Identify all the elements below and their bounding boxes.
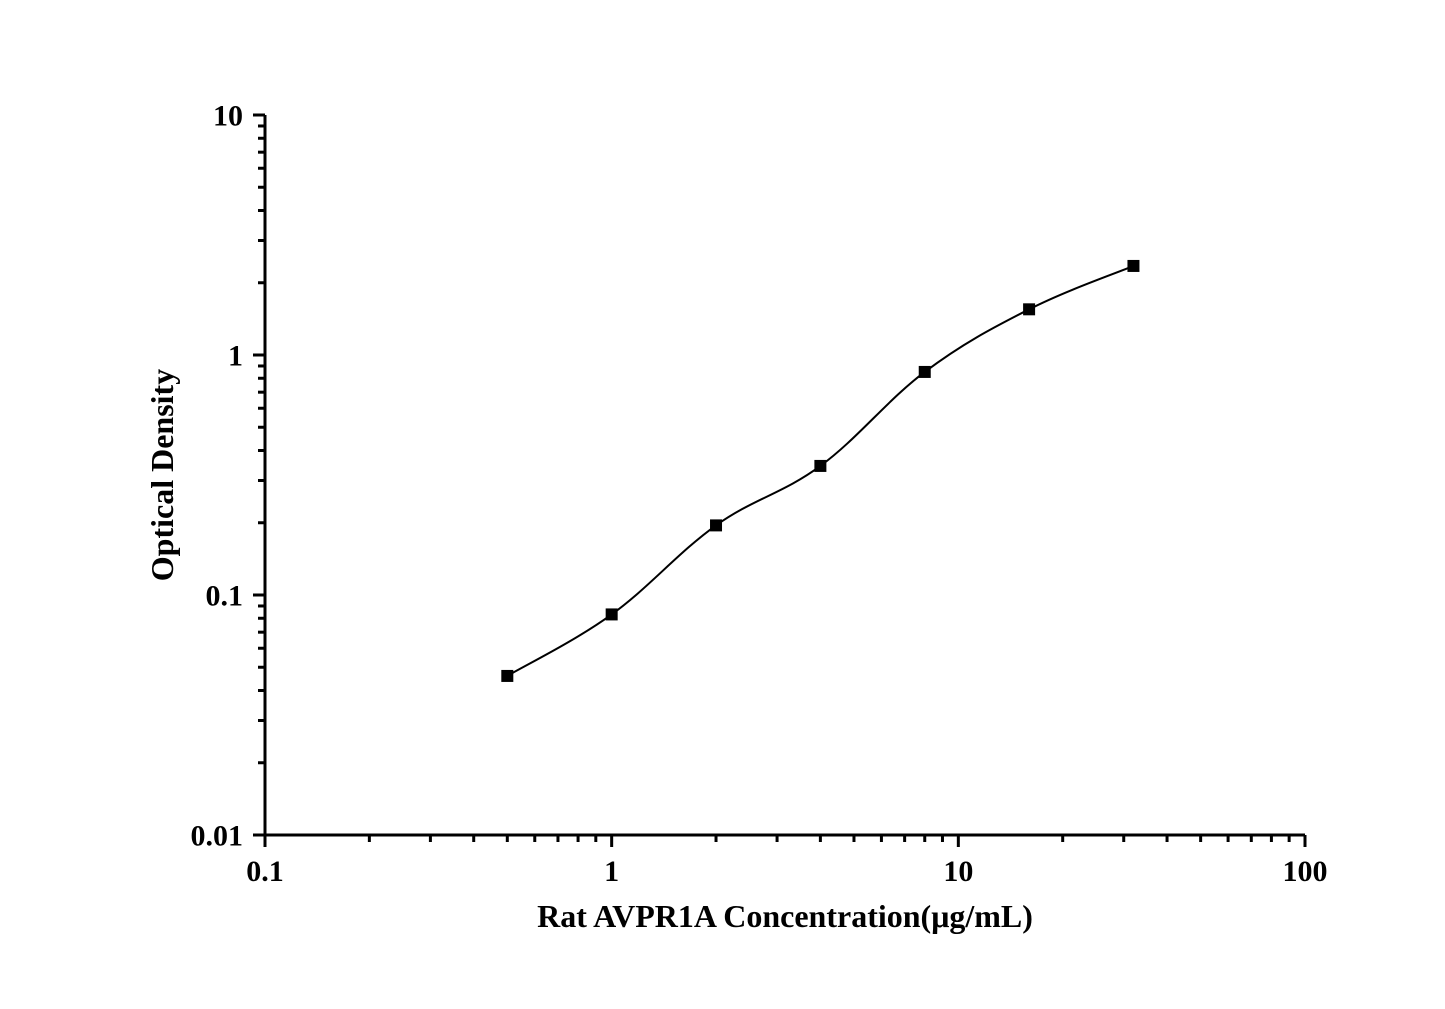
y-tick-label: 0.01 [191,820,244,853]
data-marker [710,519,722,531]
data-marker [1023,303,1035,315]
data-marker [606,608,618,620]
data-marker [919,366,931,378]
chart-container: 0.11101000.010.1110Rat AVPR1A Concentrat… [0,0,1445,1009]
y-tick-label: 1 [228,340,243,373]
data-marker [1127,260,1139,272]
x-tick-label: 100 [1283,855,1328,888]
y-axis-label: Optical Density [144,369,180,581]
x-tick-label: 0.1 [246,855,284,888]
x-axis-label: Rat AVPR1A Concentration(μg/mL) [537,898,1033,934]
chart-background [0,0,1445,1009]
data-marker [814,460,826,472]
chart-svg: 0.11101000.010.1110Rat AVPR1A Concentrat… [0,0,1445,1009]
data-marker [501,670,513,682]
x-tick-label: 10 [943,855,973,888]
y-tick-label: 10 [213,100,243,133]
y-tick-label: 0.1 [206,580,244,613]
x-tick-label: 1 [604,855,619,888]
